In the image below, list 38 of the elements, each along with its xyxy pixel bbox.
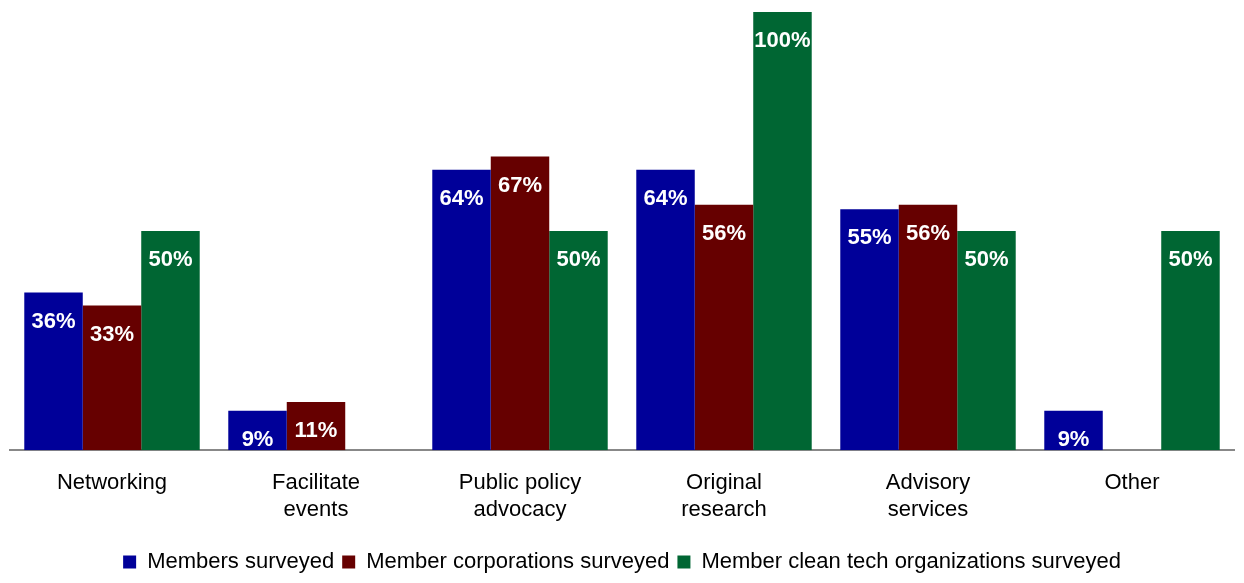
- data-label: 9%: [241, 425, 274, 451]
- data-label: 64%: [643, 184, 688, 210]
- x-tick-label: Public policy advocacy: [458, 469, 582, 521]
- data-label: 64%: [439, 184, 484, 210]
- bar: [840, 209, 899, 451]
- bar: [636, 169, 695, 451]
- data-label: 56%: [701, 219, 747, 245]
- x-tick-label: Other: [1104, 469, 1160, 495]
- bar: [432, 169, 491, 451]
- x-tick-label: Original research: [681, 469, 767, 521]
- data-label: 50%: [148, 246, 193, 272]
- bar: [82, 305, 142, 451]
- data-label: 50%: [964, 246, 1009, 272]
- bar: [694, 204, 754, 451]
- bar: [957, 231, 1016, 451]
- x-tick-label: Networking: [56, 469, 168, 495]
- data-label: 36%: [31, 307, 76, 333]
- bar: [753, 12, 812, 451]
- data-label: 11%: [294, 417, 338, 443]
- data-label: 33%: [89, 320, 135, 346]
- bar: [898, 204, 958, 451]
- data-label: 67%: [497, 171, 543, 197]
- x-tick-label: Facilitate events: [271, 469, 361, 521]
- bar: [549, 231, 608, 451]
- bar: [1161, 231, 1220, 451]
- bar: [490, 156, 550, 451]
- data-label: 55%: [847, 224, 892, 250]
- bar: [141, 231, 200, 451]
- x-tick-label: Advisory services: [885, 469, 971, 521]
- data-label: 9%: [1057, 425, 1090, 451]
- data-label: 50%: [556, 246, 601, 272]
- bar: [24, 292, 83, 451]
- data-label: 100%: [754, 27, 811, 53]
- data-label: 50%: [1168, 246, 1213, 272]
- legend-label: Member clean tech organizations surveyed: [701, 548, 1121, 574]
- legend-label: Members surveyed: [147, 548, 335, 574]
- data-label: 56%: [905, 219, 951, 245]
- legend-label: Member corporations surveyed: [366, 548, 670, 574]
